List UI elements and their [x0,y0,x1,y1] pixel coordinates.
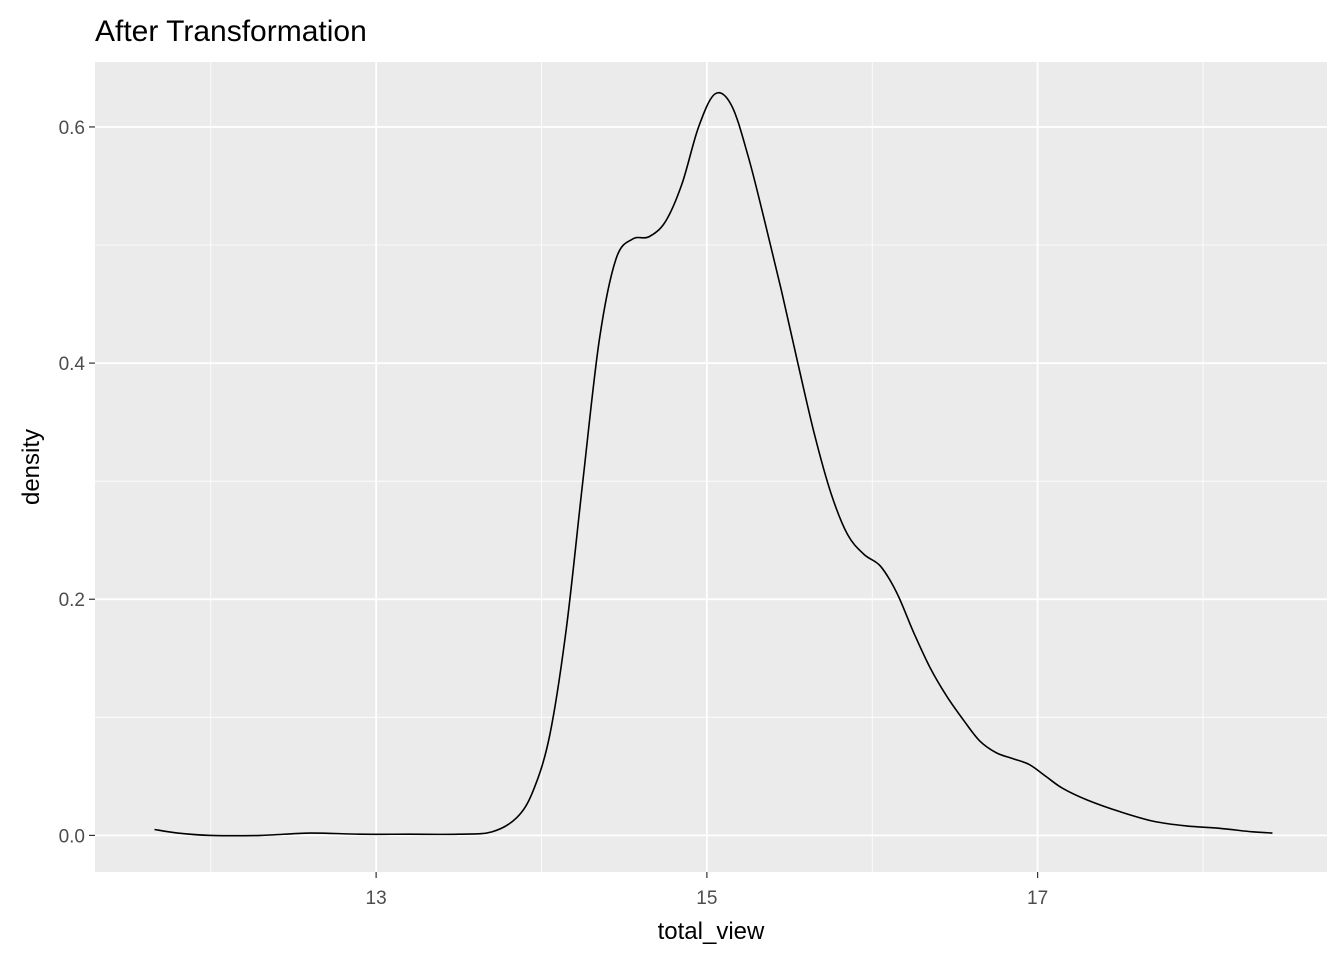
plot-panel [95,62,1327,872]
x-tick-label: 17 [1027,888,1048,909]
minor-gridlines [95,62,1327,872]
x-tick-label: 15 [696,888,717,909]
x-axis: 13 15 17 [366,872,1048,909]
density-curve [154,91,1273,837]
x-axis-title: total_view [658,918,765,945]
x-tick-label: 13 [366,888,387,909]
major-gridlines [95,62,1327,872]
y-tick-label: 0.0 [59,826,85,847]
y-tick-label: 0.4 [59,354,86,375]
chart-title: After Transformation [95,15,367,48]
y-tick-label: 0.6 [59,118,85,139]
y-axis: 0.0 0.2 0.4 0.6 [59,118,95,847]
y-axis-title: density [18,429,45,505]
y-tick-label: 0.2 [59,590,85,611]
